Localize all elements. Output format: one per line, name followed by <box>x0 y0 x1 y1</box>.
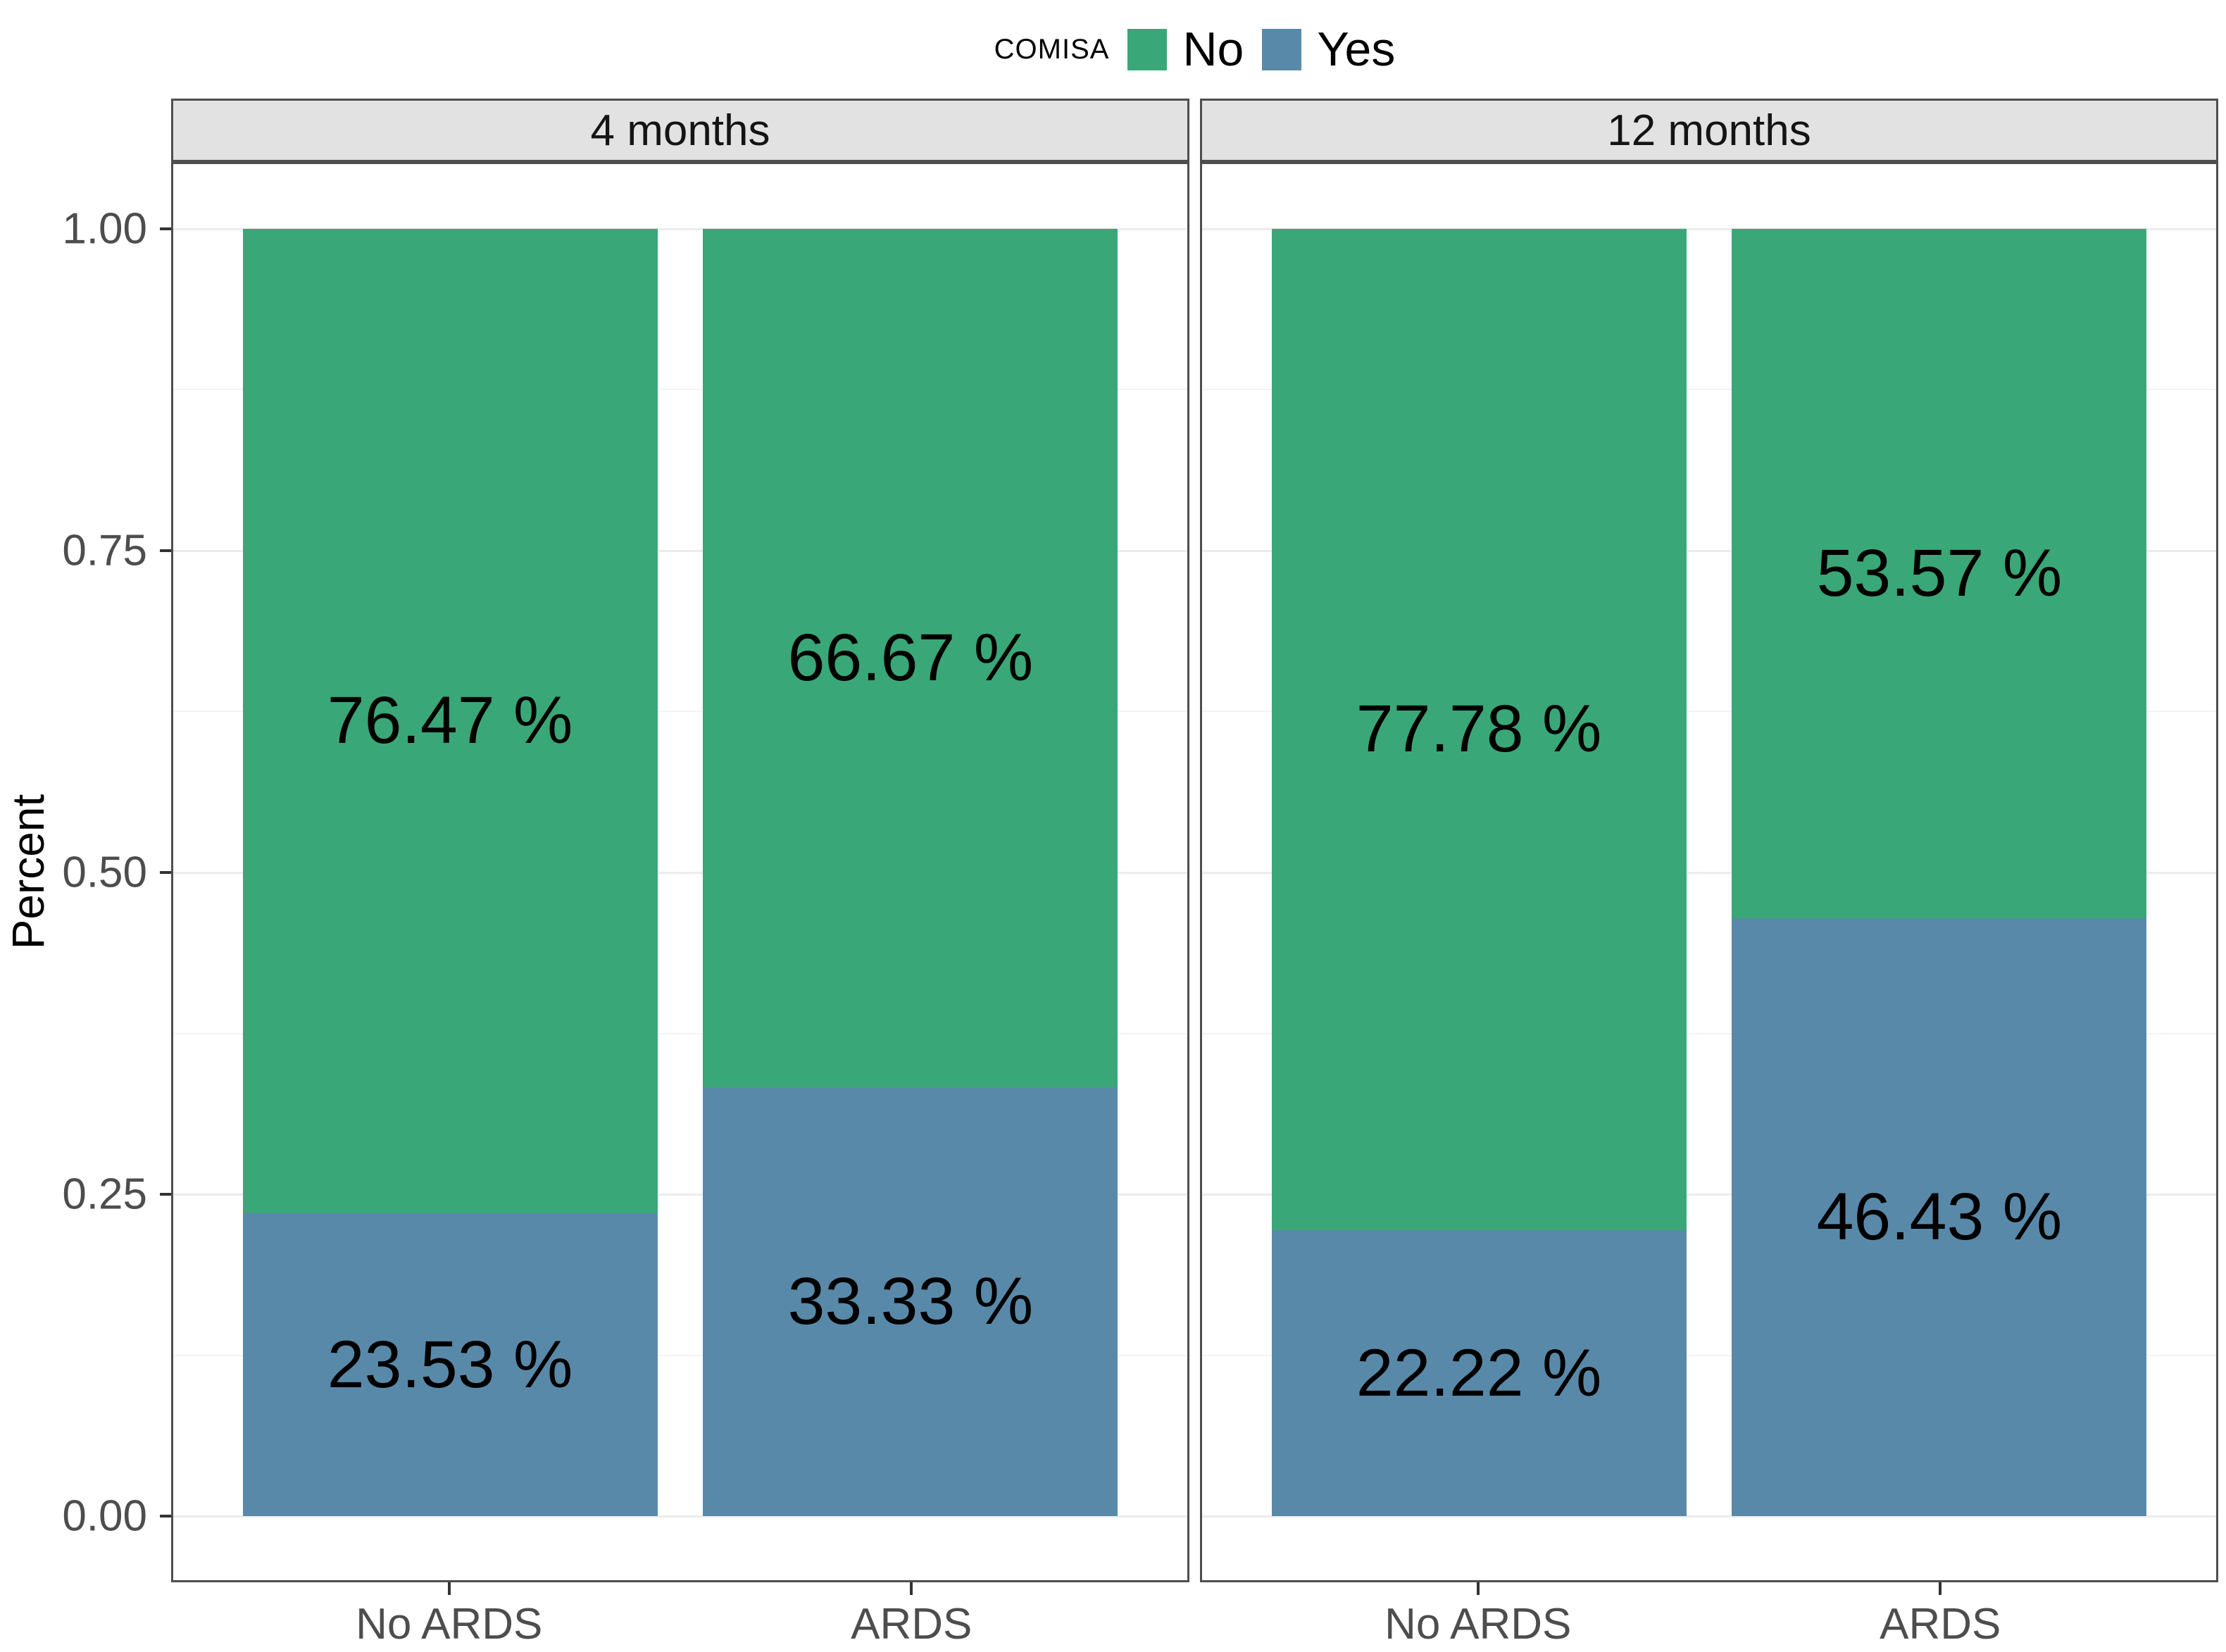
gridline-minor <box>1202 1354 2216 1356</box>
gridline-major <box>173 549 1187 552</box>
x-tick-mark <box>447 1582 451 1595</box>
y-tick-label: 0.00 <box>62 1491 147 1541</box>
gridline-major <box>173 872 1187 874</box>
y-tick-label: 0.75 <box>62 526 147 575</box>
gridline-major <box>1202 227 2216 230</box>
x-tick-label: ARDS <box>1880 1600 2001 1648</box>
bar-segment-no: 66.67 % <box>703 228 1118 1087</box>
legend: COMISA No Yes <box>171 0 2218 99</box>
y-tick-mark <box>160 549 171 552</box>
x-tick-mark <box>1476 1582 1480 1595</box>
y-tick-mark <box>160 871 171 874</box>
bar: 77.78 % 22.22 % <box>1271 228 1687 1517</box>
y-tick-mark <box>160 227 171 230</box>
gridline-major <box>1202 1194 2216 1196</box>
bar-segment-yes: 33.33 % <box>703 1087 1118 1517</box>
bar: 76.47 % 23.53 % <box>242 228 658 1517</box>
facet: 12 months 77.78 % 22.22 % 53.57 % 46.43 % No … <box>1200 99 2218 1652</box>
bar: 66.67 % 33.33 % <box>703 228 1118 1517</box>
legend-item: Yes <box>1262 22 1395 77</box>
legend-item-label: Yes <box>1317 23 1396 76</box>
gridline-major <box>173 227 1187 230</box>
x-axis: No ARDS ARDS <box>1200 1582 2218 1652</box>
legend-swatch-no <box>1127 28 1168 70</box>
gridline-major <box>173 1515 1187 1518</box>
gridline-minor <box>173 711 1187 713</box>
bar-segment-yes: 46.43 % <box>1732 918 2147 1517</box>
bar-segment-label: 22.22 % <box>1356 1335 1602 1410</box>
x-tick-label: ARDS <box>851 1600 973 1648</box>
bar-segment-label: 33.33 % <box>787 1264 1034 1339</box>
y-axis: Percent 1.00 0.75 0.50 0.25 0.00 <box>0 99 171 1652</box>
facets: 4 months 76.47 % 23.53 % 66.67 % 33.33 % No A… <box>171 99 2218 1652</box>
panel: 77.78 % 22.22 % 53.57 % 46.43 % <box>1200 162 2218 1582</box>
gridline-minor <box>173 1032 1187 1034</box>
gridline-major <box>173 1194 1187 1196</box>
y-tick-label: 0.50 <box>62 848 147 897</box>
facet-strip-label: 4 months <box>590 106 770 155</box>
bar-segment-label: 76.47 % <box>327 683 573 758</box>
plot-area: Percent 1.00 0.75 0.50 0.25 0.00 4 months 76.… <box>0 99 2226 1652</box>
x-tick-mark <box>1939 1582 1942 1595</box>
y-axis-title: Percent <box>3 794 54 950</box>
x-tick-mark <box>910 1582 913 1595</box>
bar-segment-label: 66.67 % <box>787 620 1034 695</box>
bar-segment-no: 76.47 % <box>242 228 658 1213</box>
legend-item: No <box>1127 22 1244 77</box>
bar-segment-label: 53.57 % <box>1816 535 2063 611</box>
gridline-minor <box>1202 1032 2216 1034</box>
gridline-minor <box>1202 711 2216 713</box>
legend-title: COMISA <box>994 33 1110 65</box>
bar-segment-label: 77.78 % <box>1356 692 1602 767</box>
x-axis: No ARDS ARDS <box>171 1582 1189 1652</box>
legend-swatch-yes <box>1262 28 1302 70</box>
gridline-major <box>1202 872 2216 874</box>
bar-segment-no: 53.57 % <box>1732 228 2147 919</box>
bar-segment-label: 23.53 % <box>327 1327 573 1402</box>
gridline-major <box>1202 1515 2216 1518</box>
gridline-minor <box>173 1354 1187 1356</box>
gridline-minor <box>173 389 1187 391</box>
y-tick-label: 1.00 <box>62 204 147 254</box>
gridline-major <box>1202 549 2216 552</box>
gridline-minor <box>1202 389 2216 391</box>
facet-strip: 4 months <box>171 99 1189 162</box>
facet-strip-label: 12 months <box>1607 106 1811 155</box>
x-tick-label: No ARDS <box>1384 1600 1572 1648</box>
bar-segment-no: 77.78 % <box>1271 228 1687 1230</box>
facet-strip: 12 months <box>1200 99 2218 162</box>
bar-segment-yes: 22.22 % <box>1271 1229 1687 1517</box>
facet: 4 months 76.47 % 23.53 % 66.67 % 33.33 % No A… <box>171 99 1189 1652</box>
x-tick-label: No ARDS <box>356 1600 543 1648</box>
bar: 53.57 % 46.43 % <box>1732 228 2147 1517</box>
bar-segment-label: 46.43 % <box>1816 1179 2063 1255</box>
legend-item-label: No <box>1182 23 1244 76</box>
y-tick-label: 0.25 <box>62 1170 147 1219</box>
bar-segment-yes: 23.53 % <box>242 1213 658 1517</box>
y-tick-mark <box>160 1515 171 1518</box>
panel: 76.47 % 23.53 % 66.67 % 33.33 % <box>171 162 1189 1582</box>
y-tick-mark <box>160 1193 171 1196</box>
